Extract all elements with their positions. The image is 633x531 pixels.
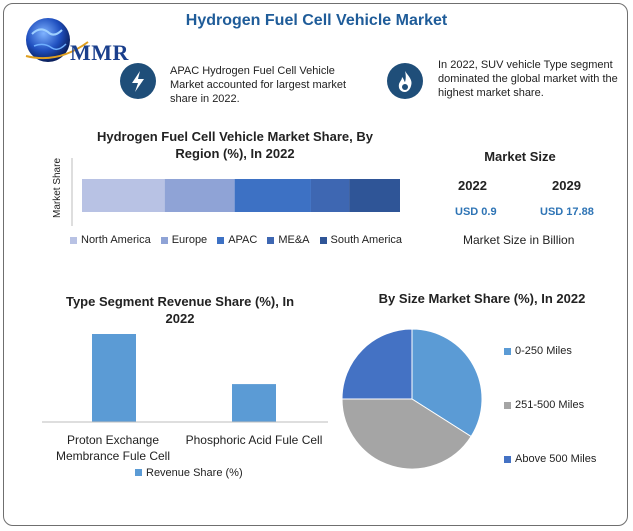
legend-label: North America	[81, 234, 151, 246]
size-pie-chart	[341, 328, 483, 470]
legend-item: Europe	[160, 234, 208, 246]
region-chart-title: Hydrogen Fuel Cell Vehicle Market Share,…	[97, 129, 373, 161]
legend-label: 0-250 Miles	[515, 345, 572, 357]
region-stacked-bar-chart	[71, 158, 400, 226]
region-chart-ylabel: Market Share	[52, 157, 63, 219]
type-chart-title: Type Segment Revenue Share (%), In 2022	[65, 294, 295, 326]
type-bar-chart	[42, 334, 328, 423]
legend-swatch	[217, 236, 225, 244]
legend-label: APAC	[228, 234, 258, 246]
legend-swatch	[70, 236, 77, 244]
market-size-title: Market Size	[484, 149, 556, 164]
market-size-value-2022: USD 0.9	[455, 206, 497, 218]
pie-slice	[341, 398, 472, 470]
legend-swatch	[135, 469, 142, 476]
region-legend: North America Europe APAC ME&A South America	[70, 234, 420, 247]
logo-text: MMR	[70, 40, 129, 65]
region-bar-segment	[164, 179, 235, 212]
legend-item: 0-250 Miles	[504, 342, 624, 360]
market-size-caption: Market Size in Billion	[463, 233, 575, 247]
region-bar-segment	[82, 179, 165, 212]
apac-info-text: APAC Hydrogen Fuel Cell Vehicle Market a…	[170, 65, 347, 105]
flame-icon	[387, 63, 423, 99]
globe-icon	[25, 18, 89, 62]
suv-info-text: In 2022, SUV vehicle Type segment domina…	[438, 59, 618, 99]
legend-swatch	[160, 236, 168, 244]
type-bar	[232, 384, 276, 422]
region-bar-segment	[349, 179, 400, 212]
legend-label: 251-500 Miles	[515, 399, 585, 411]
legend-item: APAC	[217, 234, 257, 246]
legend-swatch	[504, 401, 511, 409]
legend-item: South America	[319, 234, 403, 246]
legend-item: 251-500 Miles	[504, 396, 624, 414]
legend-label: Revenue Share (%)	[146, 467, 243, 479]
legend-label: South America	[330, 234, 403, 246]
legend-item: North America	[70, 234, 151, 246]
legend-swatch	[267, 236, 275, 244]
type-legend: Revenue Share (%)	[135, 467, 243, 479]
page-title: Hydrogen Fuel Cell Vehicle Market	[185, 12, 448, 29]
market-size-year-2022: 2022	[458, 178, 487, 193]
market-size-year-2029: 2029	[552, 178, 581, 193]
legend-item: Above 500 Miles	[504, 450, 624, 468]
legend-label: Above 500 Miles	[515, 453, 597, 465]
size-legend: 0-250 Miles 251-500 Miles Above 500 Miles	[504, 342, 624, 468]
region-bar-segment	[234, 179, 311, 212]
legend-swatch	[319, 236, 327, 244]
region-bar-segment	[310, 179, 350, 212]
lightning-icon	[120, 63, 156, 99]
infographic-frame	[3, 3, 628, 526]
legend-label: ME&A	[278, 234, 310, 246]
legend-swatch	[504, 455, 511, 463]
legend-label: Europe	[171, 234, 208, 246]
mmr-logo	[18, 12, 138, 72]
size-chart-title: By Size Market Share (%), In 2022	[378, 291, 586, 306]
legend-swatch	[504, 347, 511, 355]
legend-item: ME&A	[267, 234, 310, 246]
type-category-label: Proton Exchange Membrance Fule Cell	[55, 433, 171, 463]
type-category-label: Phosphoric Acid Fule Cell	[185, 433, 323, 447]
type-bar	[92, 334, 136, 422]
pie-slice	[341, 328, 413, 400]
market-size-value-2029: USD 17.88	[540, 206, 594, 218]
